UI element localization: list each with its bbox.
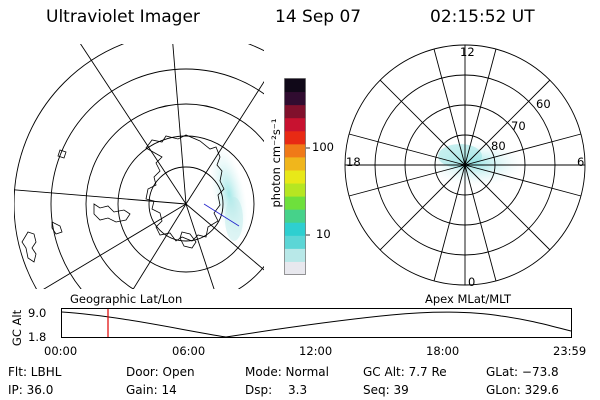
timeline-xtick-2359: 23:59 [553,344,587,358]
mlt-label-6: 6 [577,155,585,169]
aurora-emission [210,146,248,242]
orbit-timeline [61,308,572,338]
colorbar-band [284,130,306,145]
colorbar-band [284,104,306,119]
timeline-ytick-top: 9.0 [28,306,47,320]
colorbar-band [284,261,306,275]
timeline-xtick-0000: 00:00 [44,344,78,358]
mlt-label-0: 0 [468,275,476,289]
door-info: Door: Open [126,365,195,379]
dsp-label: Dsp: [245,383,273,397]
mlt-label-18: 18 [346,155,361,169]
dsp-value: 3.3 [288,383,308,397]
geographic-map [14,44,264,289]
color-scale [284,78,310,275]
lat-label-60: 60 [536,97,551,111]
colorbar-band [284,143,306,158]
date-label: 14 Sep 07 [275,7,362,27]
altitude-curve [61,311,572,338]
geo-map-label: Geographic Lat/Lon [70,292,183,306]
seq-info: Seq: 39 [363,383,409,397]
colorbar-band [284,183,306,197]
instrument-title: Ultraviolet Imager [46,7,200,27]
timeline-xtick-1800: 18:00 [426,344,460,358]
mode-info: Mode: Normal [245,365,329,379]
polar-plot-label: Apex MLat/MLT [425,292,512,306]
timeline-xtick-0600: 06:00 [172,344,206,358]
timeline-ytick-bottom: 1.8 [28,330,47,344]
colorbar-band [284,235,306,249]
filter-info: Flt: LBHL [8,365,62,379]
glat-info: GLat: −73.8 [486,365,559,379]
colorbar-band [284,222,306,236]
time-label: 02:15:52 UT [430,7,535,27]
lat-label-80: 80 [491,139,506,153]
colorbar-band [284,78,306,93]
colorbar-band [284,196,306,210]
gain-info: Gain: 14 [126,383,177,397]
colorbar-band [284,248,306,262]
colorbar-tick-10: 10 [316,227,331,241]
polar-mlat-mlt-plot [344,44,586,286]
glon-info: GLon: 329.6 [486,383,559,397]
timeline-ylabel: GC Alt [10,309,24,347]
lat-label-70: 70 [511,119,526,133]
timeline-xtick-1200: 12:00 [299,344,333,358]
colorbar-band [284,209,306,223]
mlt-label-12: 12 [460,45,475,59]
colorbar-band [284,117,306,132]
colorbar-band [284,91,306,106]
colorbar-band [284,156,306,171]
colorbar-unit-label: photon cm⁻²s⁻¹ [269,118,283,208]
colorbar-tick-100: 100 [312,140,334,154]
colorbar-band [284,169,306,184]
gc-alt-info: GC Alt: 7.7 Re [363,365,447,379]
ip-info: IP: 36.0 [8,383,54,397]
